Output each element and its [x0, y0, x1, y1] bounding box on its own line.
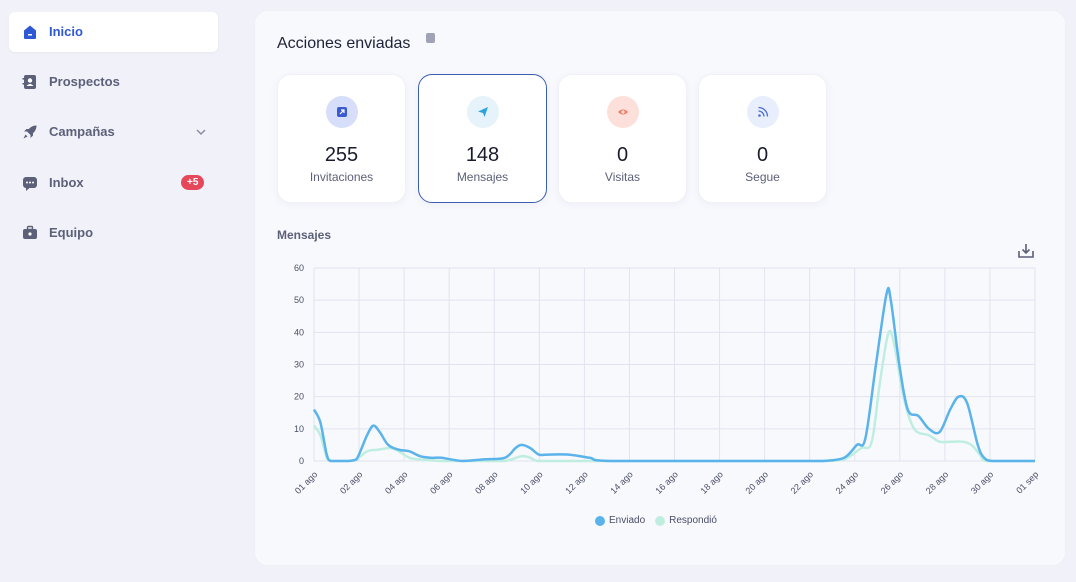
stat-card-visitas[interactable]: 0 Visitas — [558, 74, 687, 203]
send-icon — [467, 96, 499, 128]
y-tick-label: 10 — [294, 424, 304, 434]
x-tick-label: 02 ago — [338, 469, 365, 496]
stat-label: Mensajes — [456, 170, 509, 184]
x-tick-label: 18 ago — [698, 469, 725, 496]
sidebar-item-inbox[interactable]: Inbox +5 — [9, 163, 218, 203]
briefcase-icon — [21, 224, 39, 242]
sidebar-item-label: Prospectos — [49, 74, 120, 89]
x-tick-label: 10 ago — [518, 469, 545, 496]
messages-line-chart: 0 10 20 30 40 50 60 01 ago 02 ago 04 ago 06 ago 08 … — [293, 263, 1041, 496]
y-tick-label: 40 — [294, 327, 304, 337]
rocket-icon — [21, 123, 39, 141]
x-tick-label: 04 ago — [383, 469, 410, 496]
link-icon — [326, 96, 358, 128]
y-tick-label: 20 — [294, 392, 304, 402]
series-line-enviado — [312, 286, 1035, 463]
section-title: Acciones enviadas — [277, 35, 411, 52]
legend-item-respondio[interactable]: Respondió — [655, 515, 717, 526]
chart-title: Mensajes — [277, 228, 332, 242]
x-tick-label: 06 ago — [428, 469, 455, 496]
y-tick-label: 50 — [294, 295, 304, 305]
x-tick-label: 24 ago — [834, 469, 861, 496]
x-tick-label: 14 ago — [608, 469, 635, 496]
stat-card-invitaciones[interactable]: 255 Invitaciones — [277, 74, 406, 203]
sidebar-item-inicio[interactable]: Inicio — [9, 12, 218, 52]
contacts-icon — [21, 73, 39, 91]
y-tick-label: 0 — [299, 456, 304, 466]
x-tick-label: 01 sep — [1014, 469, 1040, 495]
sidebar-item-prospectos[interactable]: Prospectos — [9, 62, 218, 102]
x-tick-label: 08 ago — [473, 469, 500, 496]
chevron-down-icon[interactable] — [194, 125, 208, 139]
sidebar: Inicio Prospectos Campañas Inbox +5 Equi… — [0, 0, 230, 582]
x-tick-label: 12 ago — [563, 469, 590, 496]
stat-card-segue[interactable]: 0 Segue — [698, 74, 827, 203]
stat-value: 0 — [756, 144, 769, 166]
x-tick-label: 01 ago — [293, 469, 320, 496]
download-icon[interactable] — [1017, 242, 1035, 260]
x-tick-label: 28 ago — [924, 469, 951, 496]
stat-card-mensajes[interactable]: 148 Mensajes — [418, 74, 547, 203]
actions-panel: Acciones enviadas 255 Invitaciones 148 M… — [254, 10, 1066, 566]
info-icon[interactable] — [426, 33, 435, 43]
sidebar-item-label: Inicio — [49, 24, 83, 39]
legend-label: Enviado — [609, 515, 646, 526]
chat-icon — [21, 174, 39, 192]
stat-label: Segue — [745, 170, 780, 184]
rss-icon — [747, 96, 779, 128]
sidebar-item-label: Equipo — [49, 225, 94, 240]
x-tick-label: 16 ago — [653, 469, 680, 496]
sidebar-item-campanas[interactable]: Campañas — [9, 112, 218, 152]
stat-label: Visitas — [604, 170, 641, 184]
stat-value: 148 — [465, 144, 500, 166]
chart-legend: Enviado Respondió — [595, 515, 717, 526]
x-tick-label: 26 ago — [879, 469, 906, 496]
legend-swatch — [655, 515, 666, 526]
unread-badge: +5 — [181, 175, 205, 190]
sidebar-item-label: Inbox — [49, 175, 84, 190]
y-tick-label: 60 — [294, 263, 304, 273]
legend-item-enviado[interactable]: Enviado — [595, 515, 645, 526]
stat-value: 255 — [324, 144, 359, 166]
eye-icon — [607, 96, 639, 128]
x-tick-label: 30 ago — [969, 469, 996, 496]
legend-label: Respondió — [669, 515, 717, 526]
sidebar-item-label: Campañas — [49, 124, 115, 139]
legend-swatch — [595, 515, 605, 526]
x-tick-label: 20 ago — [744, 469, 771, 496]
x-tick-label: 22 ago — [789, 469, 816, 496]
sidebar-item-equipo[interactable]: Equipo — [9, 213, 218, 253]
stat-value: 0 — [616, 144, 629, 166]
y-tick-label: 30 — [294, 360, 304, 370]
stat-label: Invitaciones — [309, 170, 374, 184]
home-icon — [21, 23, 39, 41]
